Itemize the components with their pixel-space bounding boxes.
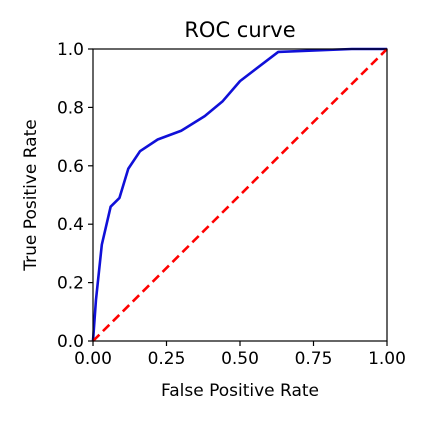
chart-title: ROC curve <box>184 18 295 42</box>
x-tick-label: 0.50 <box>221 349 259 369</box>
x-tick-label: 0.75 <box>295 349 333 369</box>
y-axis-label: True Positive Rate <box>21 119 41 271</box>
chance-diagonal-line <box>92 48 388 342</box>
y-tick-label: 0.4 <box>57 215 84 235</box>
y-tick-label: 0.0 <box>57 332 84 352</box>
y-tick-label: 1.0 <box>57 40 84 60</box>
y-tick-label: 0.6 <box>57 157 84 177</box>
x-tick-label: 0.00 <box>74 349 112 369</box>
x-axis: 0.00 0.25 0.50 0.75 1.00 <box>74 341 406 369</box>
y-tick-label: 0.8 <box>57 98 84 118</box>
x-tick-label: 0.25 <box>148 349 186 369</box>
x-tick-label: 1.00 <box>368 349 406 369</box>
x-axis-label: False Positive Rate <box>161 381 319 401</box>
plot-area <box>91 47 388 342</box>
y-axis: 0.0 0.2 0.4 0.6 0.8 1.0 <box>57 40 93 352</box>
y-tick-label: 0.2 <box>57 274 84 294</box>
roc-curve-line <box>91 47 387 342</box>
